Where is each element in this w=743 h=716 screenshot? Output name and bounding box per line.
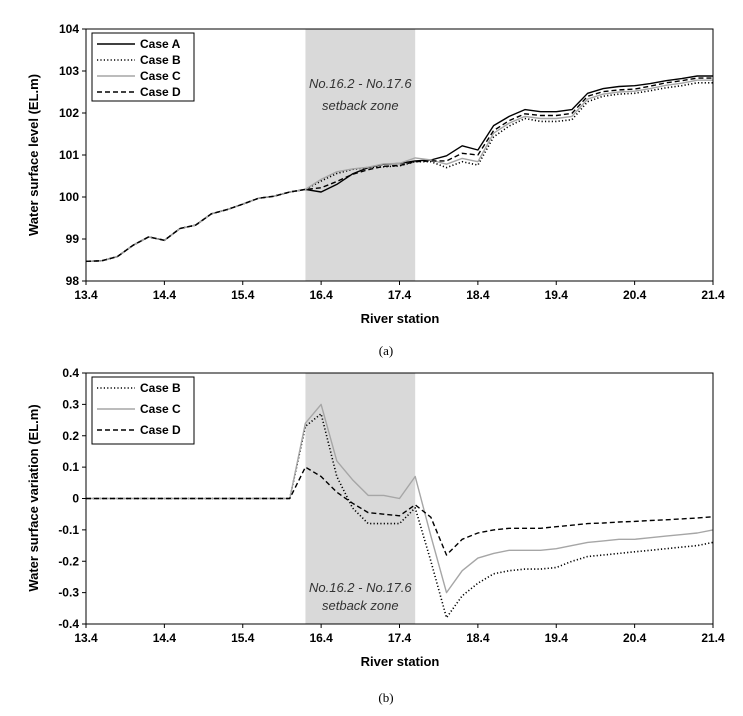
x-tick-label: 18.4 <box>466 288 490 302</box>
y-tick-label: 104 <box>59 22 79 36</box>
y-tick-label: 100 <box>59 190 79 204</box>
y-tick-label: -0.2 <box>58 554 79 568</box>
legend-box <box>91 376 195 445</box>
series-line-case-d <box>86 77 713 262</box>
x-tick-label: 17.4 <box>388 288 412 302</box>
legend-label: Case D <box>140 85 181 99</box>
legend-label: Case A <box>140 37 181 51</box>
x-tick-label: 16.4 <box>309 631 333 645</box>
series-line-case-c <box>86 403 713 594</box>
x-tick-label: 14.4 <box>153 631 177 645</box>
x-tick-label: 17.4 <box>388 631 412 645</box>
setback-zone-label-line2-b: setback zone <box>322 598 399 613</box>
y-tick-label: 0 <box>72 492 79 506</box>
y-axis-ticks-b: -0.4 -0.3 -0.2 -0.1 0 0.1 0.2 0.3 0.4 <box>58 366 86 631</box>
x-tick-label: 15.4 <box>231 631 255 645</box>
x-tick-label: 21.4 <box>701 288 725 302</box>
y-tick-label: 99 <box>66 232 80 246</box>
y-axis-title-a: Water surface level (EL.m) <box>26 74 41 236</box>
y-tick-label: 0.1 <box>62 460 79 474</box>
x-tick-label: 18.4 <box>466 631 490 645</box>
y-tick-label: 102 <box>59 106 79 120</box>
x-tick-label: 13.4 <box>74 288 98 302</box>
legend-label: Case B <box>140 381 181 395</box>
y-tick-label: -0.4 <box>58 617 79 631</box>
setback-zone-label-line1-a: No.16.2 - No.17.6 <box>309 76 412 91</box>
y-tick-label: 0.4 <box>62 366 79 380</box>
x-axis-title-b: River station <box>361 654 440 669</box>
y-tick-label: 103 <box>59 64 79 78</box>
y-tick-label: 98 <box>66 274 80 288</box>
x-tick-label: 13.4 <box>74 631 98 645</box>
x-tick-label: 15.4 <box>231 288 255 302</box>
setback-zone-shading-a <box>305 29 416 281</box>
x-tick-label: 16.4 <box>309 288 333 302</box>
x-tick-label: 14.4 <box>153 288 177 302</box>
chart-panel-b: No.16.2 - No.17.6 setback zone -0.4-0.3-… <box>26 366 725 705</box>
legend-label: Case B <box>140 53 181 67</box>
legend-a: Case A Case B Case C Case D <box>91 32 195 102</box>
series-line-case-b <box>86 81 713 263</box>
x-tick-label: 20.4 <box>623 288 647 302</box>
setback-zone-label-line1-b: No.16.2 - No.17.6 <box>309 580 412 595</box>
setback-zone-label-line2-a: setback zone <box>322 98 399 113</box>
panel-caption-b: (b) <box>378 690 393 705</box>
y-tick-label: 101 <box>59 148 79 162</box>
series-line-case-d <box>86 466 713 556</box>
y-axis-ticks-a: 98 99 100 101 102 103 104 <box>59 22 86 288</box>
x-tick-label: 19.4 <box>545 288 569 302</box>
legend-label: Case C <box>140 69 181 83</box>
y-tick-label: 0.3 <box>62 397 79 411</box>
y-tick-label: -0.3 <box>58 586 79 600</box>
legend-label: Case D <box>140 423 181 437</box>
legend-b: Case B Case C Case D <box>91 376 195 445</box>
series-layer-a <box>86 75 713 263</box>
legend-label: Case C <box>140 402 181 416</box>
panel-caption-a: (a) <box>379 343 393 358</box>
x-tick-label: 20.4 <box>623 631 647 645</box>
y-tick-label: -0.1 <box>58 523 79 537</box>
y-tick-label: 0.2 <box>62 429 79 443</box>
chart-panel-a: No.16.2 - No.17.6 setback zone 98 99 100 10… <box>26 22 725 358</box>
x-axis-title-a: River station <box>361 311 440 326</box>
series-layer-b <box>86 403 713 619</box>
x-axis-ticks-b: 13.4 14.4 15.4 16.4 17.4 18.4 19.4 20.4 21.4 <box>74 624 725 645</box>
x-tick-label: 19.4 <box>545 631 569 645</box>
y-axis-title-b: Water surface variation (EL.m) <box>26 404 41 591</box>
series-line-case-c <box>86 79 713 262</box>
x-tick-label: 21.4 <box>701 631 725 645</box>
x-axis-ticks-a: 13.4 14.4 15.4 16.4 17.4 18.4 19.4 20.4 21.4 <box>74 281 725 302</box>
